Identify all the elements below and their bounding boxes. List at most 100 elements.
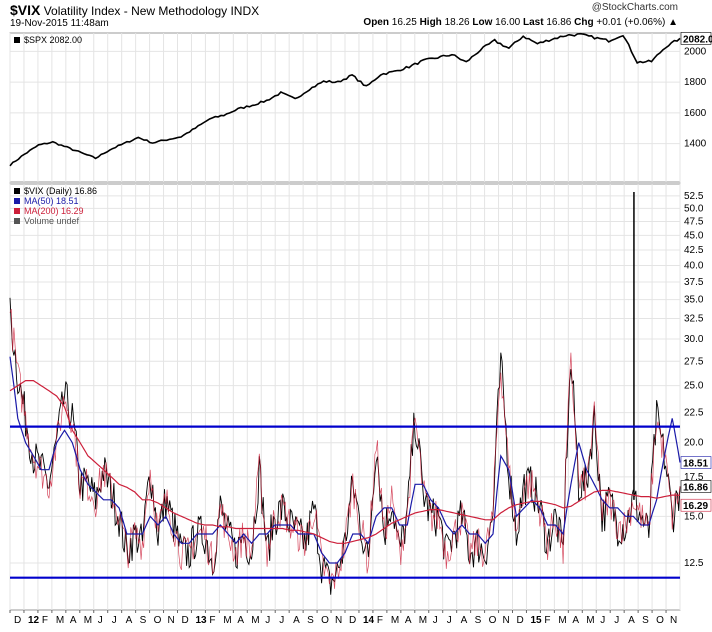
x-tick-label: A [405, 615, 412, 626]
quote-summary: Open 16.25 High 18.26 Low 16.00 Last 16.… [363, 17, 678, 28]
x-tick-label: 15 [530, 615, 542, 626]
vix-down-days-line [9, 308, 681, 589]
vix-ytick-label: 35.0 [684, 295, 704, 306]
vix-ytick-label: 20.0 [684, 438, 704, 449]
ma200-series-line [9, 380, 680, 544]
vix-ytick-label: 27.5 [684, 356, 704, 367]
high-label: High [419, 17, 442, 28]
spx-last-value-label-bg [680, 32, 712, 45]
x-tick-label: M [419, 615, 427, 626]
chart-title: $VIX Volatility Index - New Methodology … [10, 2, 259, 18]
chg-label: Chg [574, 17, 594, 28]
x-tick-label: A [293, 615, 300, 626]
x-tick-label: M [586, 615, 594, 626]
up-triangle-icon: ▲ [668, 17, 678, 28]
vix-legend-label: Volume undef [24, 216, 80, 226]
x-tick-label: O [489, 615, 497, 626]
x-tick-label: A [461, 615, 468, 626]
last-value: 16.86 [546, 17, 572, 28]
x-tick-label: F [209, 615, 215, 626]
x-tick-label: F [377, 615, 383, 626]
vix-ytick-label: 15.0 [684, 511, 704, 522]
x-tick-label: A [628, 615, 635, 626]
vix-legend-swatch [14, 198, 20, 204]
spx-ytick-label: 2000 [684, 46, 707, 57]
spx-series-line [9, 32, 681, 167]
x-tick-label: M [558, 615, 566, 626]
spx-panel [9, 32, 681, 167]
ma50-last-value-label: 18.51 [683, 459, 708, 470]
vix-ytick-label: 40.0 [684, 260, 704, 271]
ma50-last-value-label-bg [680, 456, 712, 469]
x-tick-label: N [670, 615, 677, 626]
ma200-last-value-label: 16.29 [683, 501, 708, 512]
vix-last-value-label-bg [680, 480, 712, 493]
spx-ytick-label: 1400 [684, 139, 707, 150]
vix-ytick-label: 32.5 [684, 314, 704, 325]
x-tick-label: 14 [363, 615, 375, 626]
vix-ytick-label: 45.0 [684, 230, 704, 241]
x-tick-label: J [98, 615, 103, 626]
x-tick-label: D [14, 615, 21, 626]
vix-panel [9, 192, 681, 595]
x-tick-label: S [307, 615, 314, 626]
x-tick-label: J [433, 615, 438, 626]
vix-ytick-label: 30.0 [684, 334, 704, 345]
x-tick-label: A [237, 615, 244, 626]
spx-legend-swatch [14, 37, 20, 43]
x-tick-label: D [182, 615, 189, 626]
gridlines [9, 33, 681, 610]
spx-legend-label: $SPX 2082.00 [24, 35, 82, 45]
x-tick-label: D [349, 615, 356, 626]
open-value: 16.25 [391, 17, 417, 28]
x-tick-label: J [447, 615, 452, 626]
x-tick-label: S [140, 615, 147, 626]
high-value: 18.26 [444, 17, 470, 28]
x-tick-label: O [154, 615, 162, 626]
open-label: Open [363, 17, 389, 28]
vix-legend-swatch [14, 218, 20, 224]
spx-ytick-label: 1600 [684, 108, 707, 119]
chart-symbol: $VIX [10, 2, 41, 18]
ma50-series-line [9, 356, 681, 564]
x-tick-label: J [265, 615, 270, 626]
vix-legend-swatch [14, 208, 20, 214]
x-axis-ticks: D 12 F M A M J J A S O N D 13 F M A M J J A S O N D 14 F M A M J J A S O N D… [9, 610, 677, 626]
x-tick-label: J [614, 615, 619, 626]
vix-ytick-label: 47.5 [684, 216, 704, 227]
spx-ytick-label: 1800 [684, 77, 707, 88]
vix-series-line [9, 297, 681, 595]
x-tick-label: 12 [28, 615, 40, 626]
x-tick-label: M [56, 615, 64, 626]
x-tick-label: J [600, 615, 605, 626]
x-tick-label: M [391, 615, 399, 626]
x-tick-label: M [223, 615, 231, 626]
chart-datetime: 19-Nov-2015 11:48am [10, 18, 109, 29]
last-label: Last [522, 17, 544, 28]
x-tick-label: S [642, 615, 649, 626]
x-tick-label: N [335, 615, 342, 626]
vix-ytick-label: 52.5 [684, 191, 704, 202]
x-tick-label: O [656, 615, 664, 626]
x-tick-label: S [475, 615, 482, 626]
x-tick-label: M [84, 615, 92, 626]
vix-legend-label: $VIX (Daily) 16.86 [24, 186, 97, 196]
chg-value: +0.01 (+0.06%) [596, 17, 666, 28]
y-axis-ticks: 1400 1600 1800 2000 12.5 15.0 17.5 20.0 22.5 25.0… [680, 32, 712, 569]
x-tick-label: O [321, 615, 329, 626]
vix-last-value-label: 16.86 [683, 482, 708, 493]
chart-title-text: Volatility Index - New Methodology INDX [43, 4, 260, 18]
vix-ytick-label: 42.5 [684, 245, 704, 256]
vix-ytick-label: 17.5 [684, 472, 704, 483]
x-tick-label: J [279, 615, 284, 626]
vix-legend-label: MA(50) 18.51 [24, 196, 79, 206]
x-tick-label: N [503, 615, 510, 626]
vix-legend-label: MA(200) 16.29 [24, 206, 84, 216]
x-tick-label: A [572, 615, 579, 626]
x-tick-label: 13 [195, 615, 207, 626]
vix-ytick-label: 12.5 [684, 558, 704, 569]
brand-watermark: @StockCharts.com [591, 2, 678, 13]
x-tick-label: A [126, 615, 133, 626]
